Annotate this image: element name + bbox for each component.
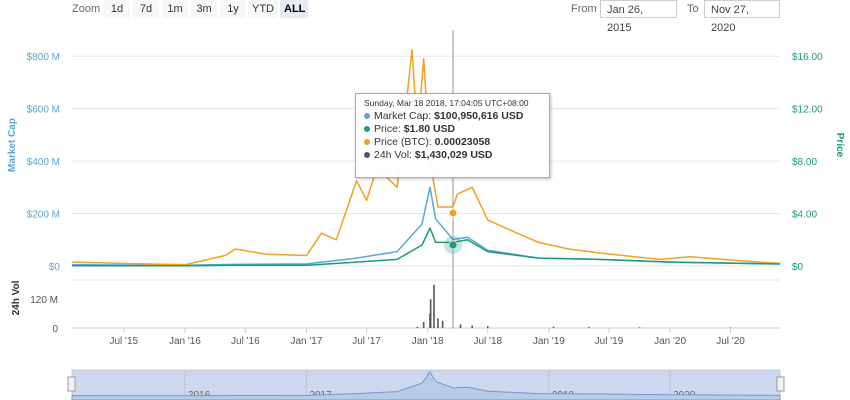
volume-bar: [587, 327, 590, 328]
right-tick-label: $4.00: [792, 210, 817, 221]
navigator-right-handle: [776, 376, 785, 392]
left-tick-label: $200 M: [27, 210, 60, 221]
x-tick-label: Jul '16: [231, 336, 260, 347]
to-date-input[interactable]: Nov 27, 2020: [704, 0, 780, 34]
volume-bar: [416, 326, 419, 328]
series-line-price: [72, 227, 781, 267]
x-tick-label: Jan '18: [412, 336, 444, 347]
right-tick-label: $16.00: [792, 52, 823, 63]
volume-bar: [441, 320, 444, 328]
volume-tick-label: 0: [52, 324, 58, 335]
from-date-input[interactable]: Jan 26, 2015: [600, 0, 677, 34]
left-axis-title: Market Cap: [7, 118, 18, 172]
zoom-label: Zoom: [72, 3, 101, 15]
series-line-market-cap: [71, 186, 781, 266]
volume-bar: [433, 284, 435, 328]
volume-tick-label: 120 M: [30, 295, 58, 306]
right-tick-label: $12.00: [792, 105, 823, 116]
right-tick-label: $8.00: [792, 157, 817, 168]
from-label: From: [571, 3, 597, 15]
volume-bar: [638, 327, 641, 328]
tooltip-row-price-btc: Price (BTC): 0.00023058: [364, 136, 541, 149]
navigator[interactable]: 20162017201820192020: [67, 369, 785, 400]
zoom-3m-button[interactable]: 3m: [191, 0, 217, 18]
market-cap-dot-icon: [364, 113, 370, 120]
x-tick-label: Jan '16: [169, 336, 201, 347]
tooltip-date: Sunday, Mar 18 2018, 17:04:05 UTC+08:00: [364, 98, 529, 108]
tooltip-row-market-cap: Market Cap: $100,950,616 USD: [364, 110, 541, 123]
hover-marker-price: [448, 240, 458, 250]
navigator-series: [71, 371, 781, 400]
x-tick-label: Jul '18: [473, 336, 502, 347]
zoom-1y-button[interactable]: 1y: [220, 0, 246, 18]
right-axis-title: Price: [834, 133, 845, 158]
zoom-1m-button[interactable]: 1m: [162, 0, 188, 18]
x-tick-label: Jan '17: [290, 336, 322, 347]
zoom-ytd-button[interactable]: YTD: [248, 0, 278, 18]
volume-bar: [552, 326, 555, 328]
volume-series: [416, 284, 732, 329]
zoom-7d-button[interactable]: 7d: [133, 0, 159, 18]
range-selector-toolbar: Zoom 1d 7d 1m 3m 1y YTD ALL From Jan 26,…: [0, 0, 850, 34]
zoom-all-button[interactable]: ALL: [280, 0, 308, 18]
hover-marker-price-btc: [448, 208, 458, 218]
x-tick-label: Jul '19: [595, 336, 624, 347]
tooltip-row-volume: 24h Vol: $1,430,029 USD: [364, 149, 541, 162]
hover-tooltip: Sunday, Mar 18 2018, 17:04:05 UTC+08:00 …: [355, 93, 550, 178]
x-tick-label: Jul '17: [352, 336, 381, 347]
hover-halo: [444, 236, 462, 254]
x-tick-label: Jul '15: [110, 336, 139, 347]
x-tick-label: Jan '19: [533, 336, 565, 347]
tooltip-row-price: Price: $1.80 USD: [364, 123, 541, 136]
volume-bar: [422, 322, 425, 328]
volume-axis-title: 24h Vol: [11, 280, 22, 315]
left-tick-label: $800 M: [27, 52, 60, 63]
volume-bar: [459, 324, 462, 328]
right-tick-label: $0: [792, 262, 804, 273]
volume-bar: [437, 318, 439, 328]
volume-dot-icon: [364, 152, 370, 159]
volume-bar: [486, 326, 489, 328]
volume-bar: [471, 325, 473, 328]
navigator-left-handle: [67, 376, 76, 392]
price-dot-icon: [364, 126, 370, 133]
x-tick-label: Jul '20: [716, 336, 745, 347]
left-tick-label: $600 M: [27, 105, 60, 116]
volume-bar: [429, 299, 432, 328]
navigator-year-label: 2016: [188, 390, 211, 400]
chart-axes: Market Cap Price 24h Vol $0 $0 $200 M $4.00…: [7, 52, 845, 347]
left-tick-label: $0: [49, 262, 61, 273]
to-label: To: [687, 3, 699, 15]
x-tick-label: Jan '20: [654, 336, 686, 347]
volume-bar: [729, 327, 732, 329]
zoom-1d-button[interactable]: 1d: [104, 0, 130, 18]
left-tick-label: $400 M: [27, 157, 60, 168]
price-btc-dot-icon: [364, 139, 370, 146]
